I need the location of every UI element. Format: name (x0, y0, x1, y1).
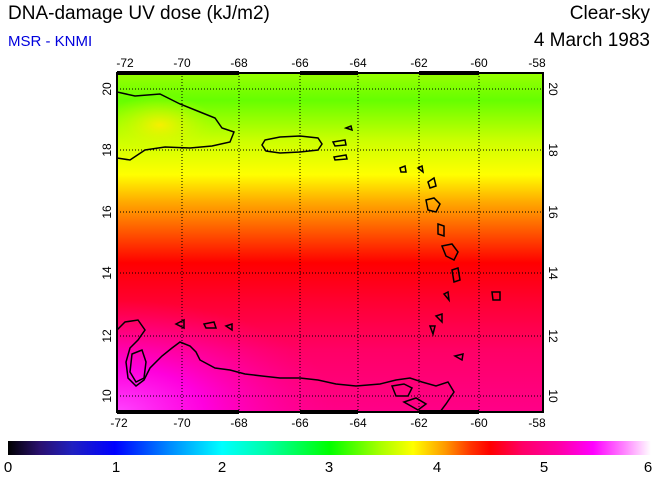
lat-label-right: 12 (546, 329, 560, 343)
lat-label-right: 18 (546, 143, 560, 157)
lon-label-bottom: -62 (410, 416, 428, 430)
lon-label-bottom: -68 (230, 416, 248, 430)
lon-label-top: -58 (528, 56, 546, 70)
lon-label-bottom: -72 (110, 416, 128, 430)
colorbar-tick: 4 (432, 459, 442, 476)
map-title: DNA-damage UV dose (kJ/m2) (8, 3, 270, 24)
frame-ticks (117, 71, 479, 414)
lon-label-bottom: -66 (291, 416, 309, 430)
colorbar-tick: 3 (324, 459, 334, 476)
colorbar-tick: 6 (643, 459, 653, 476)
lat-label-left: 20 (100, 82, 114, 96)
lat-label-right: 16 (546, 205, 560, 219)
lon-label-top: -68 (230, 56, 248, 70)
uv-dose-map: -72 -70 -68 -66 -64 -62 -60 -58 -72 -70 … (100, 56, 560, 430)
lon-label-top: -66 (291, 56, 309, 70)
lon-label-top: -72 (116, 56, 134, 70)
lat-label-left: 10 (100, 389, 114, 403)
lon-label-bottom: -58 (528, 416, 546, 430)
colorbar-tick: 5 (539, 459, 549, 476)
lon-label-top: -70 (173, 56, 191, 70)
lat-label-left: 16 (100, 205, 114, 219)
graticule (117, 73, 543, 412)
lat-label-left: 14 (100, 266, 114, 280)
sky-condition-label: Clear-sky (569, 3, 650, 24)
lat-label-left: 12 (100, 329, 114, 343)
lon-label-bottom: -60 (470, 416, 488, 430)
south-america-max-dose (117, 300, 337, 412)
hispaniola-high-dose (117, 95, 215, 155)
coastlines (117, 91, 501, 412)
lat-label-right: 10 (546, 389, 560, 403)
credit-label: MSR - KNMI (8, 33, 93, 50)
lon-label-bottom: -64 (349, 416, 367, 430)
lat-label-right: 20 (546, 82, 560, 96)
colorbar-tick: 2 (217, 459, 227, 476)
colorbar-tick: 1 (111, 459, 121, 476)
colorbar-tick: 0 (3, 459, 13, 476)
lon-label-top: -64 (349, 56, 367, 70)
lat-label-left: 18 (100, 143, 114, 157)
colorbar (8, 441, 651, 455)
lon-label-top: -60 (470, 56, 488, 70)
lat-label-right: 14 (546, 266, 560, 280)
lon-label-bottom: -70 (173, 416, 191, 430)
date-label: 4 March 1983 (533, 30, 650, 51)
lon-label-top: -62 (410, 56, 428, 70)
